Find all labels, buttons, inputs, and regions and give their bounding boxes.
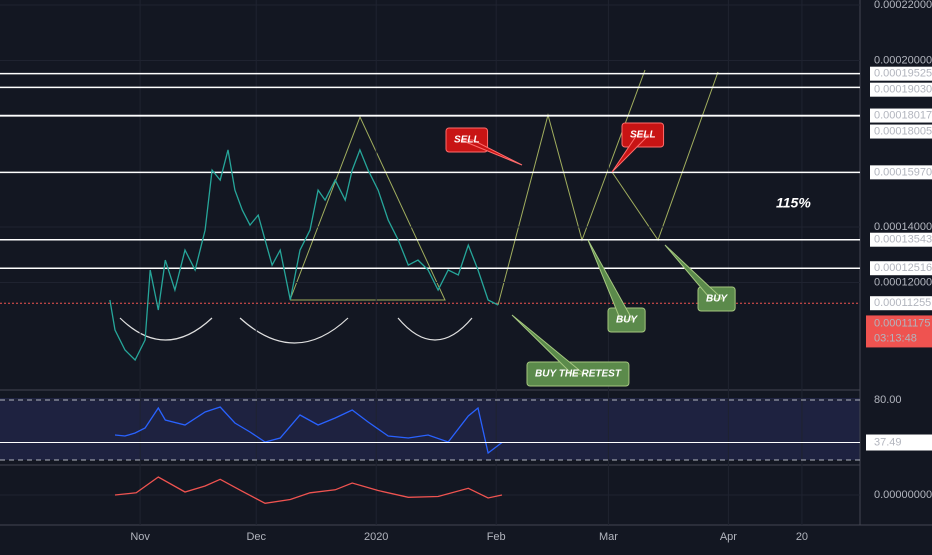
y-tick-label: 0.00022000 xyxy=(874,0,932,11)
x-tick-label: Nov xyxy=(130,531,150,543)
callout: BUY xyxy=(587,239,646,333)
annotation: SELL xyxy=(630,130,656,141)
level-label-box xyxy=(870,66,932,81)
x-tick-label: 2020 xyxy=(364,531,388,543)
callout-tail xyxy=(511,314,586,375)
level-label: 0.00019030 xyxy=(874,84,932,96)
y-tick-label: 0.00000000 xyxy=(874,489,932,501)
level-label-box xyxy=(870,165,932,180)
level-label: 0.00018017 xyxy=(874,109,932,121)
callout-tail xyxy=(587,239,634,321)
annotation: BUY xyxy=(706,294,728,305)
callout: BUY xyxy=(664,244,736,312)
series-line xyxy=(114,476,503,504)
level-label-box xyxy=(870,124,932,139)
callout-tail xyxy=(611,134,650,173)
annotation: BUY THE RETEST xyxy=(535,369,622,380)
y-tick-label: 0.00020000 xyxy=(874,54,932,66)
annotation: 115% xyxy=(776,195,811,211)
rsi-last-label: 37.49 xyxy=(874,436,902,448)
rsi-band xyxy=(0,398,860,460)
level-label-box xyxy=(870,232,932,247)
cups xyxy=(119,317,473,344)
cup xyxy=(239,317,349,344)
y-tick-label: 0.00012000 xyxy=(874,276,932,288)
level-label: 0.00011255 xyxy=(874,297,931,309)
cup xyxy=(397,317,473,341)
callout: SELL xyxy=(445,127,523,166)
y-tick-label: 80.00 xyxy=(874,394,902,406)
callout-tail xyxy=(460,139,523,166)
x-tick-label: 20 xyxy=(796,531,808,543)
level-label: 0.00018005 xyxy=(874,125,932,137)
x-tick-label: Apr xyxy=(720,531,737,543)
level-label-box xyxy=(870,82,932,97)
level-label: 0.00015970 xyxy=(874,166,932,178)
rsi-last-box xyxy=(866,434,932,451)
annotation: BUY xyxy=(616,315,638,326)
triangle xyxy=(289,115,446,301)
level-label: 0.00012516 xyxy=(874,262,932,274)
level-label-box xyxy=(870,296,932,311)
x-tick-label: Dec xyxy=(246,531,266,543)
level-label-box xyxy=(870,108,932,123)
projection xyxy=(497,69,646,306)
level-label: 0.00019525 xyxy=(874,68,932,80)
countdown: 03:13:48 xyxy=(874,332,917,344)
last-price-box xyxy=(866,315,932,348)
level-label: 0.00013543 xyxy=(874,234,932,246)
series-line xyxy=(109,148,499,362)
series-line xyxy=(114,406,503,455)
x-tick-label: Mar xyxy=(599,531,618,543)
cup xyxy=(119,317,213,341)
y-tick-label: 0.00014000 xyxy=(874,221,932,233)
callout: BUY THE RETEST xyxy=(511,314,630,387)
annotation: SELL xyxy=(454,135,480,146)
last-price: 0.00011175 xyxy=(874,317,930,329)
callout-tail xyxy=(664,244,724,300)
callout: SELL xyxy=(611,122,665,173)
x-tick-label: Feb xyxy=(487,531,506,543)
level-label-box xyxy=(870,261,932,276)
